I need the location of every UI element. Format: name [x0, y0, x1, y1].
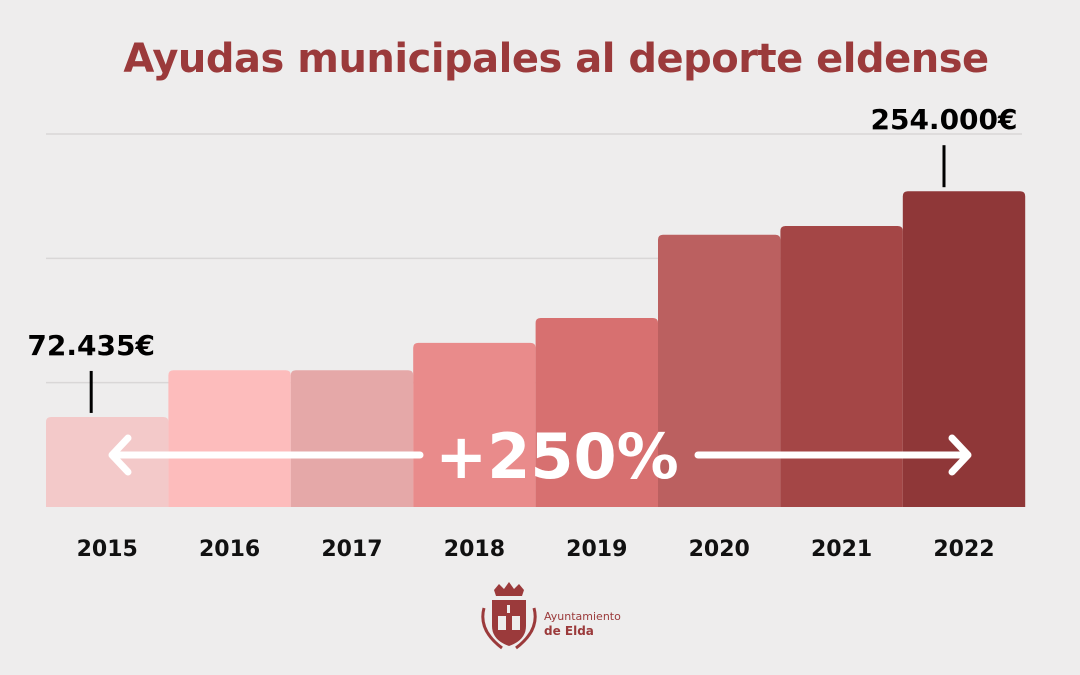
data-label: 254.000€: [870, 103, 1017, 136]
arrow-right: [694, 434, 972, 476]
x-tick-label: 2016: [199, 537, 260, 562]
arrow-left: [108, 434, 424, 476]
bar-2018: [413, 342, 536, 507]
logo-line1: Ayuntamiento: [544, 610, 621, 623]
growth-label: +250%: [435, 420, 679, 493]
x-tick-label: 2018: [444, 537, 505, 562]
bar-chart: 2015 2016 2017 2018 2019 2020 2021 2022 72.435€ 2…: [27, 103, 1026, 562]
data-label: 72.435€: [27, 329, 155, 362]
bar-2021: [780, 226, 903, 508]
x-tick-label: 2015: [77, 537, 138, 562]
bar-2016: [168, 370, 291, 507]
x-tick-label: 2019: [566, 537, 627, 562]
coat-of-arms-icon: [481, 582, 537, 650]
x-tick-label: 2020: [689, 537, 750, 562]
bar-2022: [902, 191, 1026, 507]
chart-title: Ayudas municipales al deporte eldense: [123, 36, 989, 82]
x-tick-label: 2021: [811, 537, 872, 562]
bar-2019: [535, 318, 658, 507]
x-tick-label: 2022: [933, 537, 994, 562]
bar-2017: [290, 370, 414, 507]
bar-2015: [46, 416, 169, 507]
ayuntamiento-logo: Ayuntamiento de Elda: [474, 578, 634, 656]
x-tick-label: 2017: [321, 537, 382, 562]
logo-line2: de Elda: [544, 624, 594, 638]
bar-2020: [658, 234, 781, 507]
